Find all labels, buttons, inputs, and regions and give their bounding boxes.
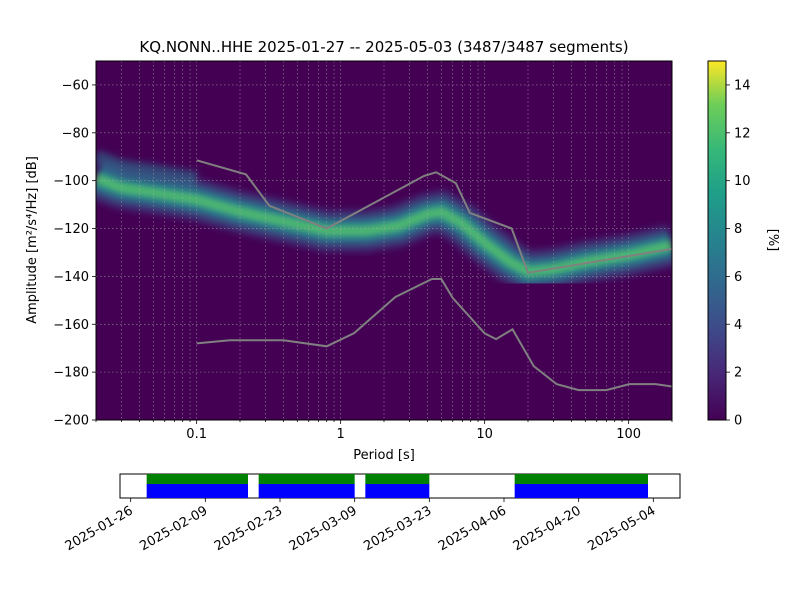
timeline-segment-processed <box>365 474 430 484</box>
colorbar-tick-label: 6 <box>734 270 742 285</box>
y-tick-label: −100 <box>53 174 89 189</box>
timeline-tick-label: 2025-03-23 <box>361 503 434 554</box>
y-axis-label: Amplitude [m²/s⁴/Hz] [dB] <box>25 156 40 324</box>
x-tick-label: 10 <box>476 427 493 442</box>
colorbar-tick-label: 8 <box>734 222 742 237</box>
colorbar-tick-label: 0 <box>734 414 742 429</box>
y-axis-ticks: −60 −80 −100 −120 −140 −160 −180 −200 <box>53 78 96 429</box>
timeline-tick-label: 2025-01-26 <box>63 503 136 554</box>
noise-model-nhnm <box>196 159 672 274</box>
psd-plot-area: 0.1 1 10 100 −60 −80 −100 −120 −140 −160 −180 −200… <box>25 60 673 463</box>
x-tick-label: 100 <box>616 427 641 442</box>
y-tick-label: −120 <box>53 222 89 237</box>
noise-model-curves <box>196 159 672 392</box>
density-upper-mode <box>96 150 198 186</box>
timeline-segment-processed <box>258 474 355 484</box>
timeline-segments <box>146 474 648 498</box>
x-tick-label: 1 <box>337 427 345 442</box>
timeline-segment-processed <box>146 474 248 484</box>
y-tick-label: −140 <box>53 270 89 285</box>
timeline-segment-available <box>146 484 248 498</box>
timeline-segment-available <box>258 484 355 498</box>
timeline-tick-label: 2025-04-20 <box>511 503 584 554</box>
x-axis-label: Period [s] <box>353 448 415 463</box>
timeline-segment-available <box>365 484 430 498</box>
y-tick-label: −60 <box>62 78 89 93</box>
data-availability-timeline: 2025-01-26 2025-02-09 2025-02-23 2025-03-09… <box>63 473 681 554</box>
y-tick-label: −200 <box>53 414 89 429</box>
noise-model-nlnm <box>196 278 672 392</box>
colorbar: 0 2 4 6 8 10 12 14 [%] <box>707 60 780 429</box>
chart-title: KQ.NONN..HHE 2025-01-27 -- 2025-05-03 (3… <box>139 38 628 56</box>
timeline-tick-label: 2025-02-23 <box>212 503 285 554</box>
grid-lines <box>96 61 672 420</box>
colorbar-tick-label: 10 <box>734 174 751 189</box>
colorbar-ticks: 0 2 4 6 8 10 12 14 <box>726 78 751 429</box>
timeline-tick-label: 2025-04-06 <box>436 503 509 554</box>
colorbar-tick-label: 4 <box>734 318 742 333</box>
colorbar-tick-label: 14 <box>734 78 751 93</box>
timeline-segment-processed <box>514 474 648 484</box>
x-tick-label: 0.1 <box>186 427 207 442</box>
timeline-tick-label: 2025-02-09 <box>137 503 210 554</box>
x-axis-ticks: 0.1 1 10 100 <box>95 420 673 442</box>
colorbar-tick-label: 2 <box>734 366 742 381</box>
colorbar-gradient <box>707 60 727 421</box>
y-tick-label: −80 <box>62 126 89 141</box>
y-tick-label: −180 <box>53 366 89 381</box>
colorbar-label: [%] <box>765 229 780 252</box>
y-tick-label: −160 <box>53 318 89 333</box>
timeline-tick-label: 2025-05-04 <box>585 503 658 554</box>
timeline-tick-label: 2025-03-09 <box>287 503 360 554</box>
timeline-date-ticks: 2025-01-26 2025-02-09 2025-02-23 2025-03-09… <box>63 498 658 554</box>
colorbar-tick-label: 12 <box>734 126 751 141</box>
timeline-segment-available <box>514 484 648 498</box>
